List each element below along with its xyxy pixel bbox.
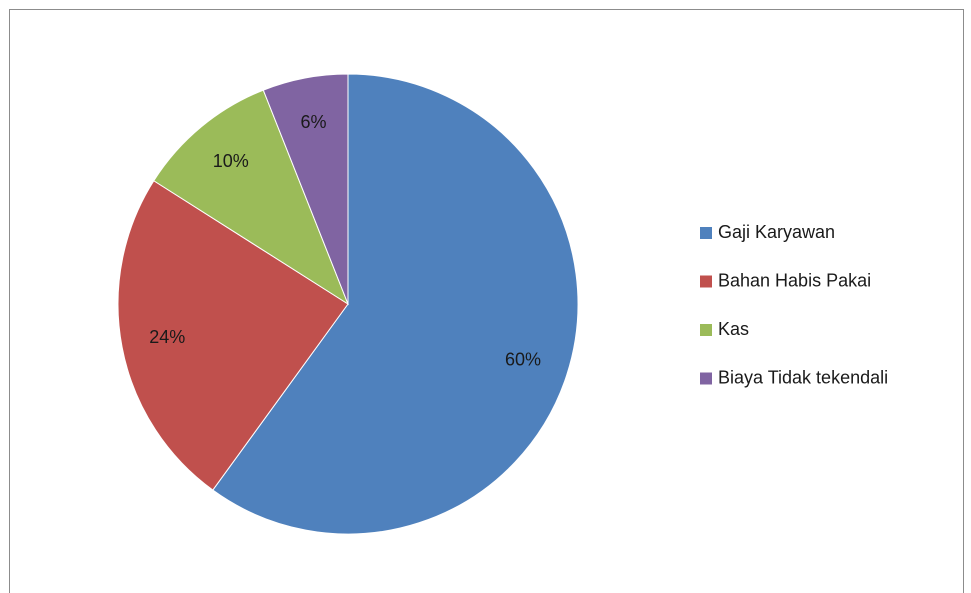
legend-swatch: [700, 372, 712, 385]
chart-frame: [9, 9, 964, 593]
legend-swatch: [700, 227, 712, 239]
data-label: 24%: [149, 327, 185, 347]
pie-slice: [212, 73, 579, 535]
legend-swatch: [700, 324, 712, 336]
data-label: 10%: [213, 151, 249, 171]
legend-label: Bahan Habis Pakai: [718, 270, 871, 290]
pie-slice: [117, 180, 349, 491]
legend-label: Biaya Tidak tekendali: [718, 367, 888, 387]
legend-swatch: [700, 275, 712, 288]
data-label: 6%: [301, 112, 327, 132]
legend-label: Gaji Karyawan: [718, 222, 835, 242]
pie-slice: [153, 89, 350, 306]
data-label: 60%: [505, 350, 541, 370]
legend-label: Kas: [718, 319, 749, 339]
pie-slice: [262, 73, 349, 305]
